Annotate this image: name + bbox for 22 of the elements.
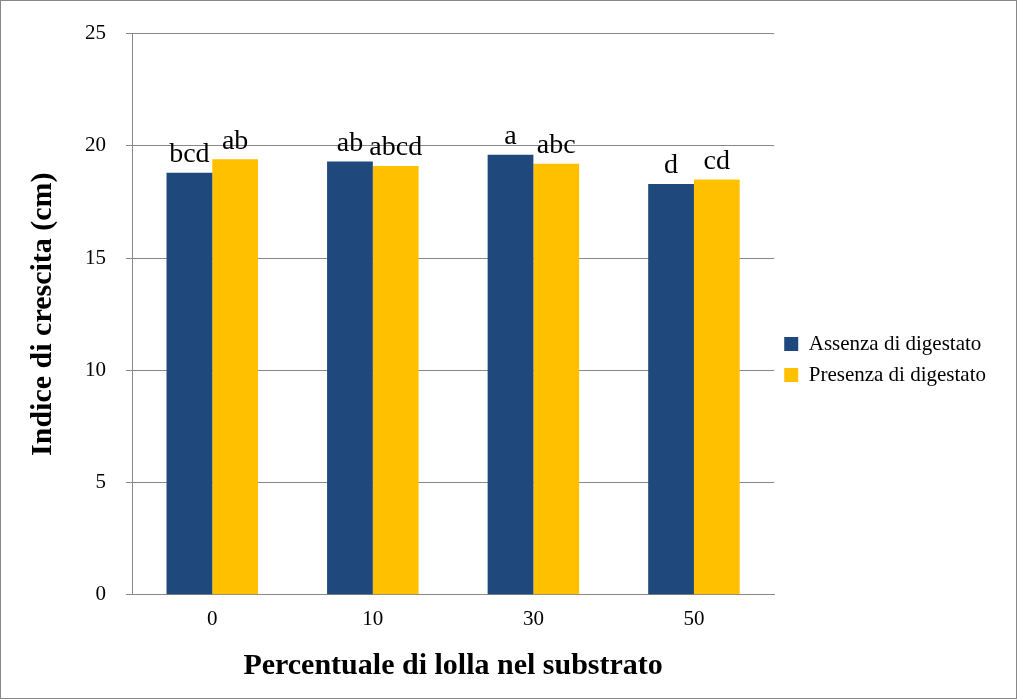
data-label: a: [504, 119, 518, 151]
y-tick-label: 15: [85, 244, 106, 269]
x-tick-label: 50: [683, 605, 705, 630]
legend-label: Assenza di digestato: [808, 330, 982, 355]
data-label: abc: [536, 128, 576, 160]
data-label: ab: [336, 125, 364, 157]
y-axis-title: Indice di crescita (cm): [23, 172, 58, 456]
x-tick-label: 0: [207, 605, 218, 630]
x-tick-label: 30: [522, 605, 544, 630]
data-label: d: [664, 148, 679, 180]
y-tick-label: 25: [85, 20, 106, 45]
x-axis-title: Percentuale di lolla nel substrato: [243, 646, 663, 680]
legend-label: Presenza di digestato: [808, 361, 986, 386]
y-tick-label: 20: [85, 132, 106, 157]
x-tick-label: 10: [362, 605, 384, 630]
y-tick-label: 0: [95, 581, 106, 606]
y-tick-label: 5: [95, 469, 106, 494]
data-label: bcd: [169, 137, 210, 169]
data-label: cd: [703, 143, 731, 175]
data-label: abcd: [369, 130, 423, 162]
y-tick-label: 10: [85, 356, 106, 381]
data-label: ab: [221, 123, 249, 155]
